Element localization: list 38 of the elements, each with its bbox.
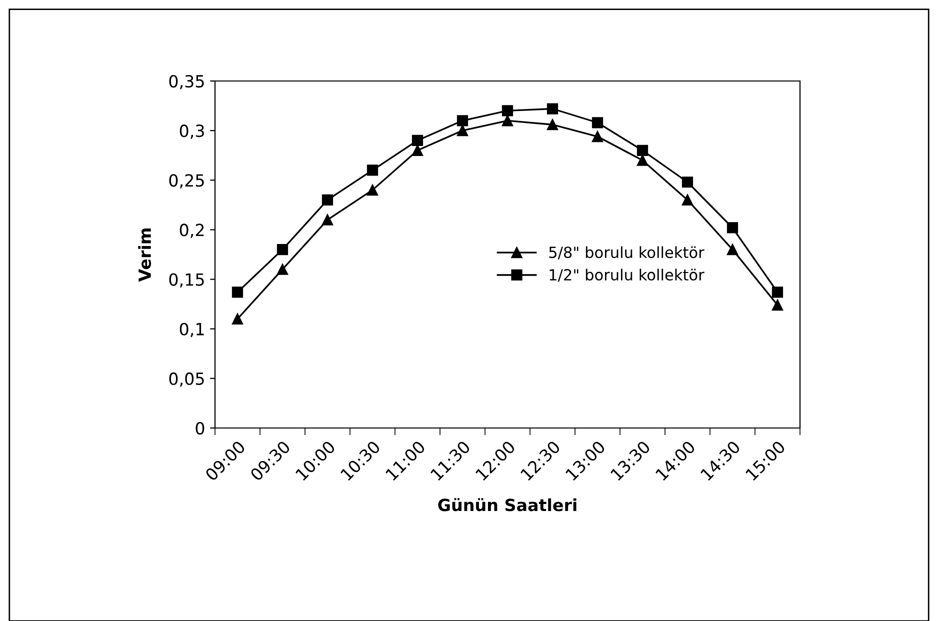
point: [232, 286, 244, 298]
point: [412, 134, 424, 146]
y-tick-label: 0,05: [169, 372, 204, 387]
point: [412, 144, 424, 156]
x-axis-title: Günün Saatleri: [438, 498, 576, 512]
y-tick-label: 0: [196, 422, 204, 435]
point: [456, 115, 468, 126]
y-axis-title: Verim: [138, 228, 152, 282]
point: [546, 119, 558, 130]
point: [366, 164, 378, 176]
point: [726, 244, 738, 256]
point: [232, 313, 244, 324]
y-tick-label: 0,1: [180, 322, 204, 338]
y-tick-label: 0,35: [169, 74, 204, 90]
point: [682, 176, 694, 188]
point: [726, 222, 738, 234]
point: [592, 130, 604, 142]
y-tick-label: 0,25: [169, 174, 204, 188]
point: [546, 103, 558, 114]
point: [772, 300, 784, 311]
legend-label: 1/2" borulu kollektör: [550, 268, 704, 282]
point: [502, 115, 514, 126]
point: [772, 286, 784, 298]
point: [322, 194, 334, 206]
point: [636, 144, 648, 156]
point: [366, 184, 378, 196]
point: [456, 125, 468, 136]
point: [276, 244, 288, 256]
legend-label: 5/8" borulu kollektör: [549, 246, 704, 260]
point: [276, 264, 288, 275]
point: [636, 154, 648, 166]
point: [322, 214, 334, 226]
y-tick-label: 0,3: [180, 124, 204, 139]
y-tick-label: 0,2: [180, 224, 204, 238]
point: [502, 105, 514, 116]
y-tick-label: 0,15: [169, 273, 204, 288]
point: [682, 194, 694, 206]
point: [592, 117, 604, 128]
